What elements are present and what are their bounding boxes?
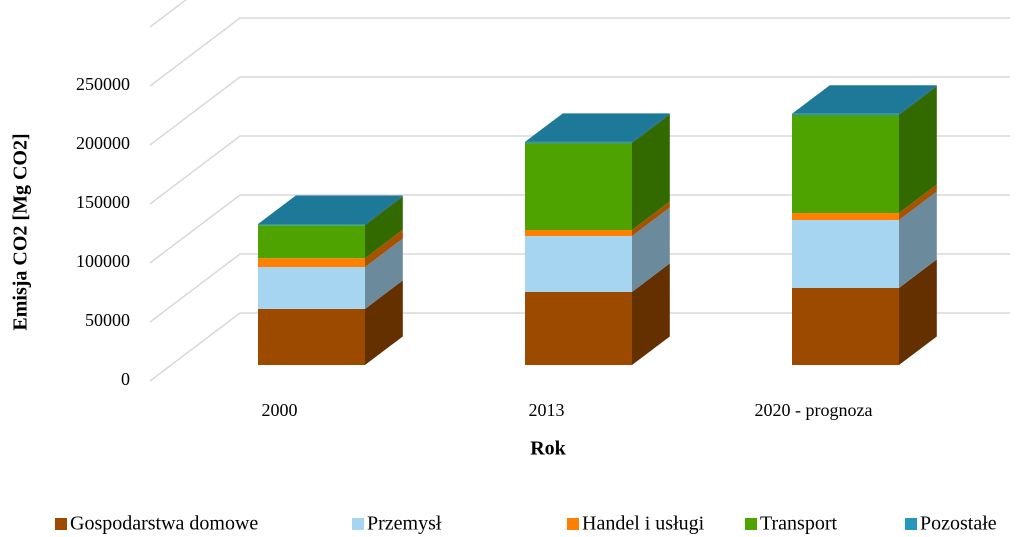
bar-face bbox=[792, 287, 899, 366]
bar-segment bbox=[792, 86, 937, 214]
legend-label: Pozostałe bbox=[920, 513, 997, 535]
bar-segment bbox=[258, 229, 403, 268]
bar-face bbox=[258, 224, 365, 226]
legend-label: Handel i usługi bbox=[582, 513, 705, 535]
grid-line bbox=[149, 135, 1010, 205]
bar-face bbox=[899, 259, 937, 366]
bar-face bbox=[632, 114, 670, 231]
bar-face bbox=[258, 308, 365, 366]
bar-face bbox=[258, 267, 365, 309]
y-tick-label: 50000 bbox=[85, 310, 130, 330]
bar-face bbox=[525, 141, 632, 144]
bar-segment bbox=[525, 113, 670, 144]
bar-segment bbox=[258, 280, 403, 366]
grid-line bbox=[149, 253, 1010, 323]
bar-face bbox=[365, 238, 403, 309]
bar-segment bbox=[792, 85, 937, 115]
y-tick-label: 100000 bbox=[76, 251, 130, 271]
bar-segment bbox=[525, 201, 670, 237]
bar-face bbox=[258, 225, 365, 259]
bar-face bbox=[525, 236, 632, 292]
bar-face bbox=[525, 230, 632, 237]
legend-swatch bbox=[352, 518, 364, 530]
bar-face bbox=[365, 229, 403, 268]
bar-segment bbox=[525, 207, 670, 292]
bar-segment bbox=[258, 195, 403, 226]
bar-face bbox=[525, 291, 632, 366]
y-tick-label: 0 bbox=[121, 369, 130, 389]
grid-line bbox=[149, 194, 1010, 264]
bar-segment bbox=[792, 184, 937, 220]
bar-segment bbox=[525, 263, 670, 366]
bar-face bbox=[525, 143, 632, 231]
bar-face bbox=[632, 201, 670, 237]
bar-segment bbox=[792, 259, 937, 366]
bar-face bbox=[365, 280, 403, 366]
bar-segment bbox=[258, 238, 403, 309]
bar-face bbox=[632, 113, 670, 144]
bar-segment bbox=[525, 114, 670, 231]
x-tick-label: 2020 - prognoza bbox=[755, 400, 873, 420]
bar-face bbox=[792, 114, 899, 214]
legend-swatch bbox=[745, 518, 757, 530]
bar-face bbox=[365, 195, 403, 226]
bar-segment bbox=[792, 191, 937, 288]
bar-face bbox=[899, 85, 937, 115]
bar-face bbox=[632, 207, 670, 292]
bar-face bbox=[899, 191, 937, 288]
bar-face bbox=[899, 184, 937, 220]
bar-segment bbox=[258, 196, 403, 259]
bar-face bbox=[792, 113, 899, 115]
legend-label: Gospodarstwa domowe bbox=[70, 513, 258, 535]
grid-line bbox=[149, 312, 1010, 382]
bar-face bbox=[365, 196, 403, 259]
legend-swatch bbox=[905, 518, 917, 530]
grid-line bbox=[149, 17, 1010, 87]
y-tick-label: 150000 bbox=[76, 192, 130, 212]
legend-label: Transport bbox=[760, 513, 837, 535]
x-tick-label: 2013 bbox=[529, 400, 565, 420]
y-tick-label: 250000 bbox=[76, 74, 130, 94]
x-tick-label: 2000 bbox=[262, 400, 298, 420]
y-tick-label: 200000 bbox=[76, 133, 130, 153]
bar-face bbox=[525, 113, 670, 142]
legend-swatch bbox=[55, 518, 67, 530]
x-axis-title: Rok bbox=[530, 438, 566, 460]
bar-face bbox=[792, 85, 937, 114]
legend-label: Przemysł bbox=[367, 513, 442, 535]
y-axis-title: Emisja CO2 [Mg CO2] bbox=[10, 133, 32, 330]
bar-face bbox=[792, 213, 899, 220]
bar-face bbox=[258, 195, 403, 225]
grid-line bbox=[149, 0, 187, 28]
bar-face bbox=[899, 86, 937, 214]
grid-line bbox=[149, 76, 1010, 146]
bar-face bbox=[792, 219, 899, 288]
bar-face bbox=[258, 258, 365, 268]
bar-face bbox=[632, 263, 670, 366]
legend-swatch bbox=[567, 518, 579, 530]
